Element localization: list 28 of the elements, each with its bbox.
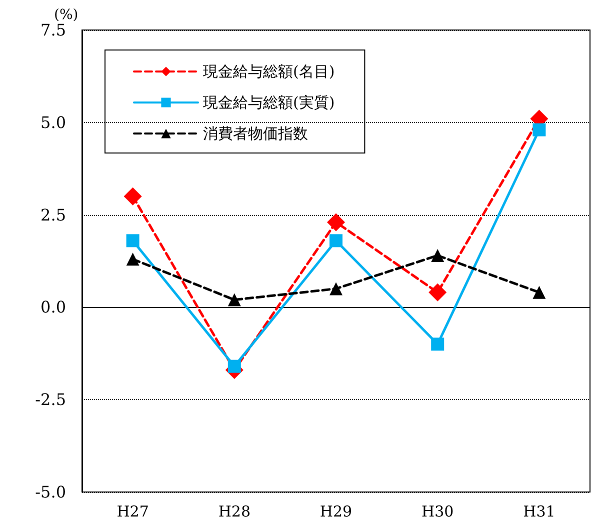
point (327, 213, 345, 232)
point (330, 234, 342, 248)
point (431, 248, 444, 262)
point (126, 234, 140, 248)
y-tick-label: -5.0 (35, 482, 66, 502)
y-tick-label: 5.0 (40, 112, 66, 132)
y-tick-label: -2.5 (35, 390, 66, 410)
x-tick-label: H28 (218, 502, 250, 520)
y-tick-label: 7.5 (40, 20, 66, 40)
x-tick-label: H31 (523, 502, 556, 520)
point (532, 123, 546, 136)
x-tick-label: H27 (116, 502, 149, 520)
y-tick-label: 0.0 (40, 298, 66, 317)
point (228, 293, 241, 306)
point (126, 252, 140, 266)
x-tick-label: H30 (422, 502, 454, 520)
point (532, 286, 546, 299)
y-tick-label: 2.5 (40, 205, 66, 224)
legend-label: 消費者物価指数 (203, 124, 308, 142)
point (124, 187, 142, 206)
point (431, 338, 444, 351)
y-axis-title: (%) (54, 7, 78, 24)
point (330, 282, 342, 296)
point (228, 360, 241, 373)
point (428, 283, 447, 302)
legend-label: 現金給与総額(名目) (203, 62, 335, 80)
x-tick-label: H29 (320, 502, 352, 520)
legend-label: 現金給与総額(実質) (203, 94, 335, 112)
